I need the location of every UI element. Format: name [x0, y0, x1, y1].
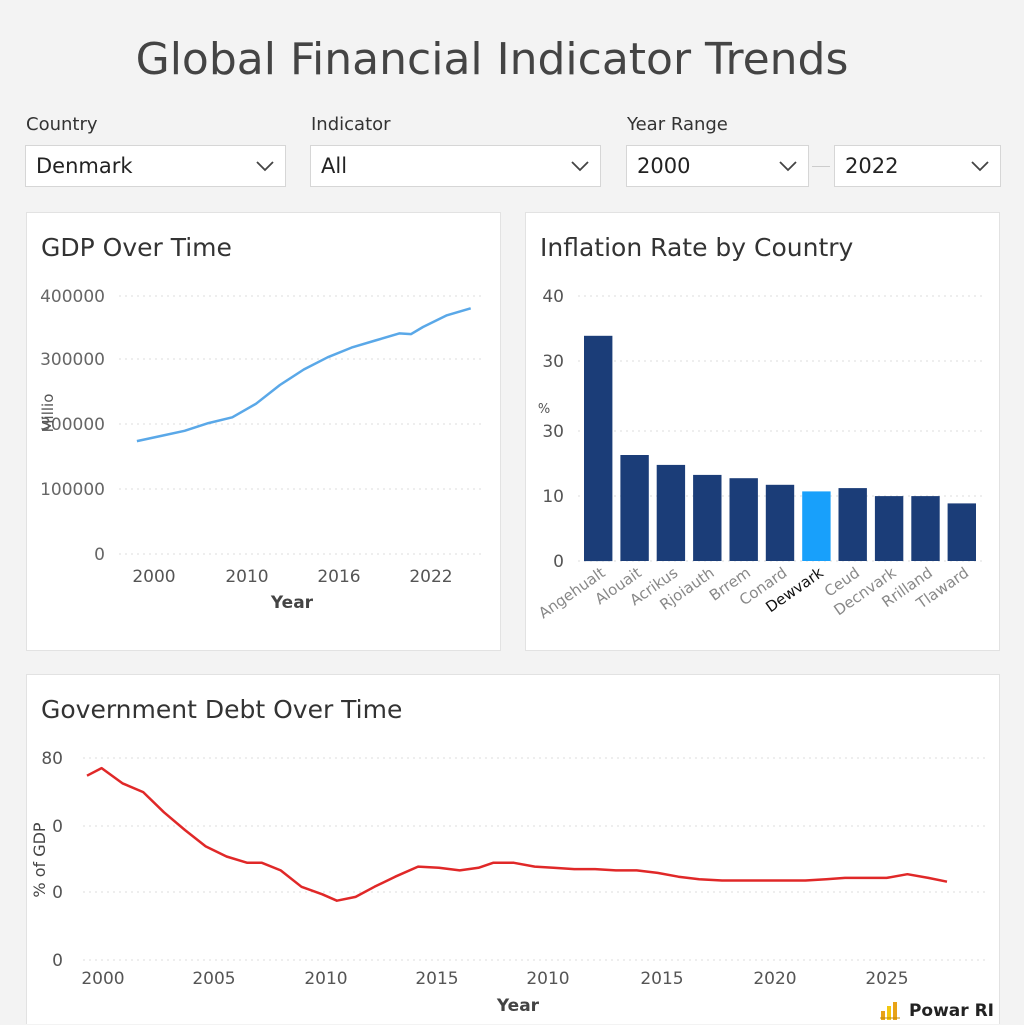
inflation-y-tick-label: 10 [542, 487, 564, 507]
inflation-y-tick-label: 40 [542, 287, 564, 307]
debt-y-axis-title: % of GDP [30, 822, 49, 898]
chevron-down-icon [971, 161, 989, 172]
gdp-y-tick-label: 400000 [40, 287, 105, 307]
debt-x-tick-label: 2000 [81, 969, 124, 989]
chevron-down-icon [256, 161, 274, 172]
debt-x-tick-label: 2015 [640, 969, 683, 989]
inflation-bar-chart: 010303040%AngehualtAlouaitAcrikusRjoiaut… [535, 287, 986, 622]
chevron-down-icon [779, 161, 797, 172]
year-to-value: 2022 [845, 154, 899, 178]
inflation-bar [656, 464, 686, 561]
debt-y-tick-label: 80 [41, 749, 63, 769]
inflation-chart-card: Inflation Rate by Country 0 10 30 30 40% Ange… [525, 212, 1000, 651]
inflation-chart-title: Inflation Rate by Country [540, 233, 854, 262]
inflation-bar [693, 474, 722, 561]
inflation-y-tick-label: 0 [553, 552, 564, 572]
inflation-bar [620, 455, 649, 561]
year-from-value: 2000 [637, 154, 691, 178]
power-bi-logo-icon [879, 1002, 900, 1020]
gdp-y-tick-label: 0 [94, 545, 105, 565]
debt-y-tick-label: 0 [52, 817, 63, 837]
debt-y-tick-label: 0 [52, 951, 63, 971]
indicator-dropdown-value: All [321, 154, 348, 178]
inflation-y-tick-label: 30 [542, 352, 564, 372]
gdp-y-tick-label: 300000 [40, 350, 105, 370]
inflation-bar [874, 496, 904, 561]
gdp-x-tick-label: 2000 [132, 567, 175, 587]
indicator-filter-label: Indicator [311, 114, 391, 135]
gdp-chart-card: GDP Over Time 0 100000 300000 300000 400000 2… [26, 212, 501, 651]
inflation-bar [584, 335, 613, 562]
year-to-dropdown[interactable]: 2022 [834, 145, 1001, 187]
inflation-bar [729, 478, 758, 561]
gdp-series-line [136, 307, 472, 443]
debt-y-tick-label: 0 [52, 883, 63, 903]
debt-x-tick-label: 2010 [304, 969, 347, 989]
inflation-bar [838, 488, 867, 561]
range-separator [812, 166, 830, 167]
inflation-y-axis-title: % [538, 402, 550, 417]
debt-x-tick-label: 2020 [753, 969, 796, 989]
inflation-bar [765, 484, 795, 561]
inflation-bar [802, 491, 831, 561]
indicator-dropdown[interactable]: All [310, 145, 601, 187]
gdp-x-tick-label: 2022 [409, 567, 452, 587]
year-range-filter-label: Year Range [627, 114, 728, 135]
debt-chart-title: Government Debt Over Time [41, 695, 403, 724]
debt-x-tick-label: 2010 [526, 969, 569, 989]
page-title: Global Financial Indicator Trends [135, 34, 849, 85]
gdp-chart-title: GDP Over Time [41, 233, 232, 262]
debt-x-tick-label: 2005 [192, 969, 235, 989]
powerbi-watermark: Powar RI [879, 998, 994, 1024]
gdp-line-chart: 0 100000 300000 300000 400000 2000 2010 2016 202… [39, 287, 485, 613]
gdp-y-axis-title: Millio [39, 394, 57, 433]
debt-chart-card: Government Debt Over Time 0 0 0 80 % of GDP 2… [26, 674, 1000, 1024]
debt-x-axis-title: Year [496, 996, 540, 1016]
watermark-text: Powar RI [908, 1001, 994, 1021]
gdp-x-tick-label: 2016 [317, 567, 360, 587]
debt-x-tick-label: 2015 [415, 969, 458, 989]
year-from-dropdown[interactable]: 2000 [626, 145, 809, 187]
inflation-y-tick-label: 30 [542, 422, 564, 442]
country-dropdown-value: Denmark [36, 154, 133, 178]
country-dropdown[interactable]: Denmark [25, 145, 286, 187]
chevron-down-icon [571, 161, 589, 172]
gdp-x-axis-title: Year [270, 593, 314, 613]
gdp-y-tick-label: 100000 [40, 480, 105, 500]
debt-line-chart: 0 0 0 80 % of GDP 2000 2005 2010 2015 2010 2015 202… [30, 749, 987, 1016]
debt-series-line [86, 766, 948, 902]
inflation-bar [947, 503, 976, 561]
gdp-x-tick-label: 2010 [225, 567, 268, 587]
inflation-bar [911, 496, 940, 561]
debt-x-tick-label: 2025 [865, 969, 908, 989]
gdp-y-tick-label: 300000 [40, 415, 105, 435]
country-filter-label: Country [26, 114, 98, 135]
